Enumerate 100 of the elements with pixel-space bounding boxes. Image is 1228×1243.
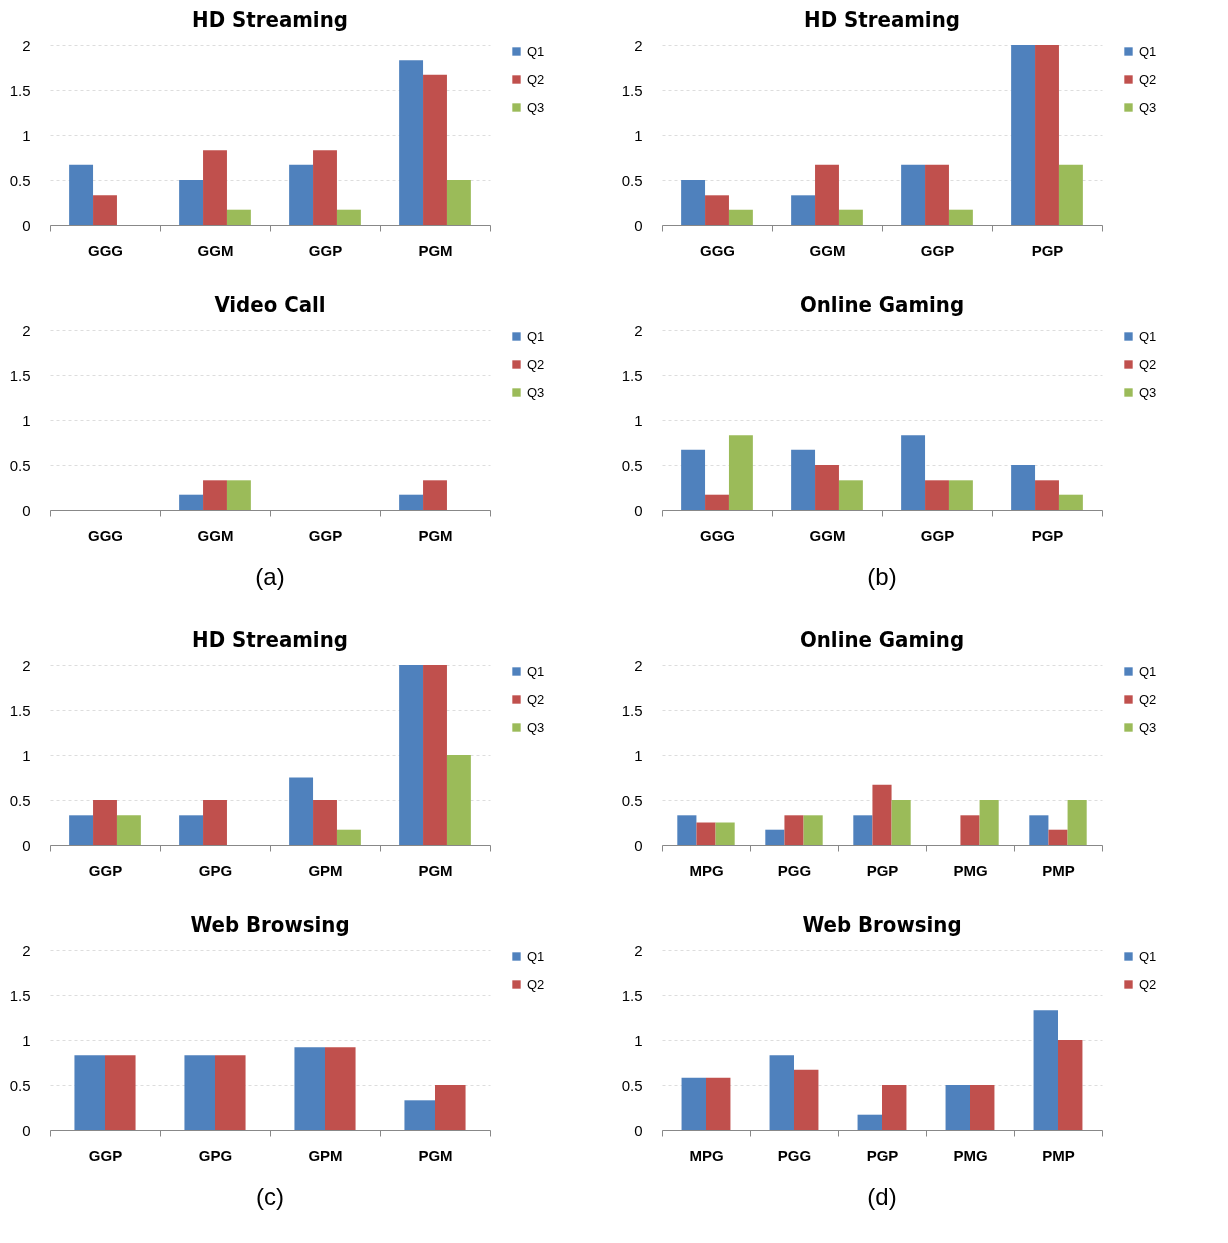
bar [1058, 1040, 1083, 1130]
bar [891, 800, 911, 845]
x-tick-label: GPG [198, 861, 233, 879]
bar [970, 1085, 995, 1130]
bar [677, 815, 697, 845]
bar [901, 164, 926, 225]
x-tick-label: PMP [1042, 861, 1075, 879]
bar [925, 480, 949, 510]
x-tick-label: GGM [197, 526, 234, 544]
bar [69, 815, 94, 845]
bar [872, 784, 892, 845]
bar [948, 209, 973, 225]
y-tick-label: 2 [634, 321, 643, 339]
y-tick-label: 2 [22, 321, 31, 339]
text: (b) [867, 563, 897, 590]
bar [294, 1047, 325, 1130]
x-tick-label: PGP [866, 861, 899, 879]
bar [901, 435, 926, 510]
chart-title: Web Browsing [802, 912, 962, 937]
bar [728, 435, 753, 510]
y-tick-label: 0.5 [621, 171, 643, 189]
bar [765, 829, 785, 845]
legend-label: Q1 [1139, 328, 1157, 344]
bar [979, 800, 999, 845]
legend-label: Q3 [527, 99, 545, 115]
bar [446, 180, 471, 225]
bar [853, 815, 873, 845]
x-tick-label: GGP [920, 526, 955, 544]
bar [404, 1100, 435, 1130]
legend-label: Q3 [1139, 719, 1157, 735]
x-tick-label: PGM [418, 241, 453, 259]
y-tick-label: 1 [634, 126, 643, 144]
y-tick-label: 0 [634, 216, 643, 234]
y-tick-label: 1.5 [9, 986, 31, 1004]
bar [93, 195, 117, 225]
bar [179, 180, 204, 225]
bar [1067, 800, 1087, 845]
bar [74, 1055, 105, 1130]
bar [105, 1055, 136, 1130]
legend-label: Q1 [1139, 43, 1157, 59]
y-tick-label: 0 [22, 1121, 31, 1139]
chart-title: HD Streaming [192, 7, 348, 32]
y-tick-label: 2 [22, 941, 31, 959]
x-tick-label: GGM [809, 526, 846, 544]
bar [696, 822, 716, 845]
y-tick-label: 2 [634, 656, 643, 674]
chart-title: HD Streaming [192, 627, 348, 652]
x-tick-label: PGP [866, 1146, 899, 1164]
chart-title: Online Gaming [799, 292, 965, 317]
bar [705, 195, 729, 225]
x-tick-label: PGM [418, 1146, 453, 1164]
text: (a) [255, 563, 285, 590]
bar [203, 800, 227, 845]
bar [882, 1085, 907, 1130]
legend-label: Q1 [1139, 663, 1157, 679]
legend-label: Q2 [527, 71, 545, 87]
x-tick-label: GGG [87, 526, 124, 544]
bar [791, 449, 816, 510]
x-tick-label: MPG [689, 1146, 724, 1164]
y-tick-label: 1.5 [621, 366, 643, 384]
bar [815, 465, 839, 510]
y-tick-label: 0 [22, 836, 31, 854]
y-tick-label: 0.5 [9, 456, 31, 474]
x-tick-label: PGG [777, 1146, 812, 1164]
bar [423, 665, 447, 845]
bar [184, 1055, 215, 1130]
x-tick-label: GPG [198, 1146, 233, 1164]
x-tick-label: GPM [308, 1146, 343, 1164]
bar [706, 1077, 731, 1130]
bar [336, 829, 361, 845]
y-tick-label: 1.5 [9, 701, 31, 719]
bar [1058, 164, 1083, 225]
y-tick-label: 2 [22, 36, 31, 54]
bar [289, 164, 314, 225]
y-tick-label: 1 [22, 1031, 31, 1049]
bar [446, 755, 471, 845]
bar [313, 800, 337, 845]
y-tick-label: 1 [634, 411, 643, 429]
bar [325, 1047, 356, 1130]
y-tick-label: 2 [634, 36, 643, 54]
x-tick-label: PGP [1031, 526, 1064, 544]
bar [215, 1055, 246, 1130]
bar [728, 209, 753, 225]
bar [423, 74, 447, 225]
chart-title: Web Browsing [190, 912, 350, 937]
legend-label: Q1 [1139, 948, 1157, 964]
bar [435, 1085, 466, 1130]
bar [838, 480, 863, 510]
y-tick-label: 0.5 [9, 791, 31, 809]
x-tick-label: GGG [699, 526, 736, 544]
y-tick-label: 1 [22, 411, 31, 429]
text: (c) [256, 1183, 284, 1210]
legend-label: Q2 [1139, 356, 1157, 372]
legend-label: Q1 [527, 663, 545, 679]
bar [116, 815, 141, 845]
x-tick-label: PGG [777, 861, 812, 879]
bar [960, 815, 980, 845]
y-tick-label: 1 [634, 1031, 643, 1049]
bar [1048, 829, 1068, 845]
bar [1011, 465, 1036, 510]
